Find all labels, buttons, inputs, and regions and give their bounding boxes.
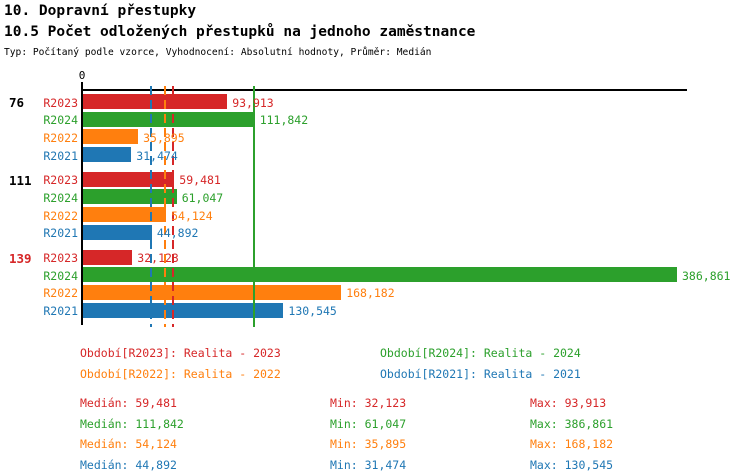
bar-value-R2022-group3: 168,182: [346, 286, 395, 301]
median-line-R2021: [149, 86, 152, 327]
legend-item-R2021: Období[R2021]: Realita - 2021: [380, 367, 581, 381]
x-axis-line: [81, 89, 687, 91]
bar-value-R2022-group1: 35,895: [143, 130, 185, 145]
row-label-R2023: R2023: [43, 95, 78, 110]
row-label-R2022: R2022: [43, 130, 78, 145]
bar-R2023-group1: [83, 94, 228, 109]
group-label-111: 111: [9, 172, 32, 188]
row-label-R2023: R2023: [43, 251, 78, 265]
bar-R2023-group2: [83, 171, 175, 187]
bar-R2024-group1: [83, 111, 255, 127]
group-label-76: 76: [9, 95, 25, 110]
group-label-139: 139: [9, 250, 32, 266]
row-label-R2022: R2022: [43, 286, 78, 301]
bar-R2024-group3: [83, 267, 677, 283]
row-label-R2024: R2024: [43, 190, 78, 205]
stat-min-R2024: Min: 61,047: [330, 416, 407, 431]
bar-value-R2024-group2: 61,047: [181, 190, 224, 205]
bar-value-R2021-group1: 31,474: [136, 148, 178, 163]
stat-median-R2024: Medián: 111,842: [80, 416, 184, 431]
stat-median-R2022: Medián: 54,124: [80, 437, 177, 452]
legend-item-R2024: Období[R2024]: Realita - 2024: [380, 346, 581, 360]
row-label-R2021: R2021: [43, 148, 78, 163]
chart-meta-line: Typ: Počítaný podle vzorce, Vyhodnocení:…: [4, 47, 432, 58]
median-line-R2022: [164, 86, 167, 327]
stat-max-R2024: Max: 386,861: [530, 416, 614, 431]
axis-zero-label: 0: [78, 69, 86, 82]
median-line-R2024: [252, 86, 255, 327]
y-axis-line: [81, 82, 83, 325]
bar-value-R2024-group1: 111,842: [259, 113, 309, 128]
bar-R2021-group2: [83, 224, 152, 240]
legend-item-R2022: Období[R2022]: Realita - 2022: [80, 367, 281, 381]
stat-max-R2022: Max: 168,182: [530, 437, 614, 452]
bar-R2023-group3: [83, 249, 133, 265]
bar-R2024-group2: [83, 189, 177, 205]
row-label-R2024: R2024: [43, 113, 78, 128]
bar-value-R2023-group1: 93,913: [232, 95, 274, 110]
stat-min-R2021: Min: 31,474: [330, 457, 407, 472]
row-label-R2021: R2021: [43, 304, 78, 319]
bar-R2021-group1: [83, 147, 132, 163]
row-label-R2021: R2021: [43, 226, 78, 241]
bar-value-R2023-group2: 59,481: [179, 173, 221, 188]
report-section-title: 10. Dopravní přestupky: [4, 3, 197, 19]
bar-R2021-group3: [83, 302, 284, 318]
stat-max-R2023: Max: 93,913: [530, 396, 607, 410]
stat-min-R2023: Min: 32,123: [330, 396, 407, 410]
bar-value-R2021-group3: 130,545: [288, 304, 337, 319]
row-label-R2024: R2024: [43, 268, 78, 283]
row-label-R2023: R2023: [43, 173, 78, 188]
bar-value-R2021-group2: 44,892: [156, 226, 199, 241]
stat-min-R2022: Min: 35,895: [330, 437, 407, 452]
stat-max-R2021: Max: 130,545: [530, 457, 614, 472]
bar-value-R2022-group2: 54,124: [171, 208, 213, 223]
chart-title: 10.5 Počet odložených přestupků na jedno…: [4, 24, 476, 40]
stat-median-R2023: Medián: 59,481: [80, 396, 177, 410]
bar-R2022-group3: [83, 284, 342, 300]
bar-R2022-group2: [83, 207, 167, 223]
row-label-R2022: R2022: [43, 208, 78, 223]
bar-value-R2024-group3: 386,861: [682, 268, 731, 283]
median-line-R2023: [172, 86, 175, 327]
legend-item-R2023: Období[R2023]: Realita - 2023: [80, 346, 281, 360]
bar-R2022-group1: [83, 129, 139, 145]
stat-median-R2021: Medián: 44,892: [80, 457, 177, 472]
bar-value-R2023-group3: 32,123: [137, 251, 179, 265]
